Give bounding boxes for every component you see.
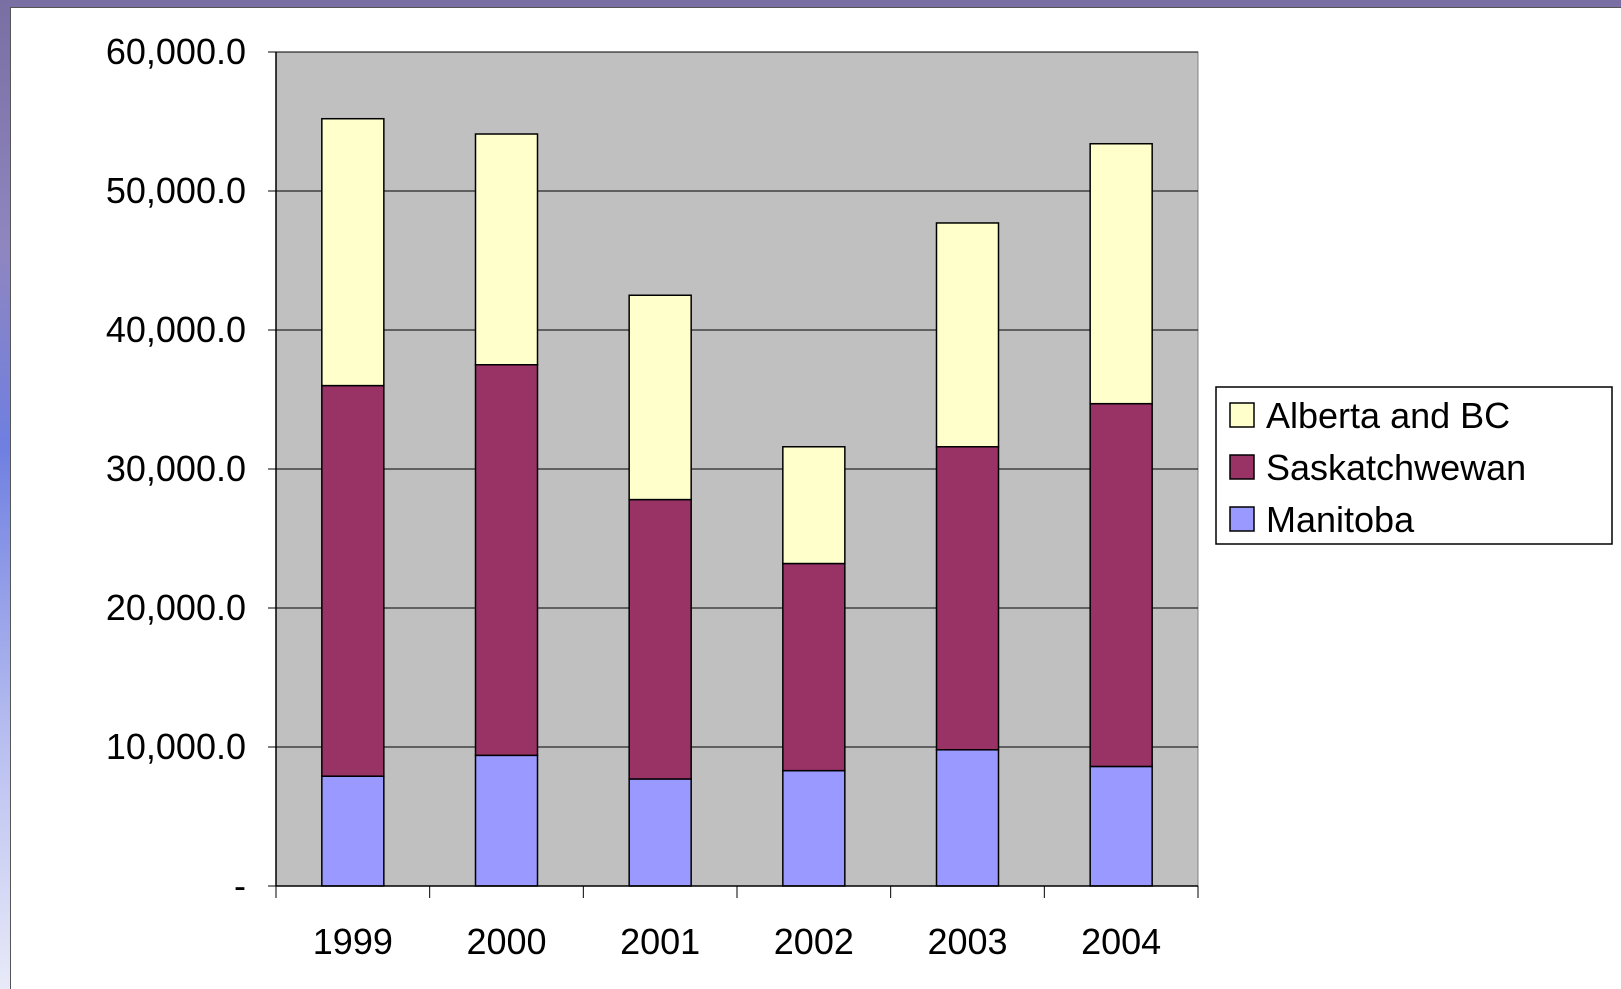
bar-segment-manitoba-2000 — [474, 754, 539, 887]
bar-segment-saskatchwewan-2001 — [628, 498, 692, 780]
bar-segment-saskatchwewan-2004 — [1089, 402, 1153, 768]
bar-segment-alberta-and-bc-1999 — [321, 117, 385, 387]
bar-segment-alberta-and-bc-2004 — [1089, 142, 1153, 405]
y-tick-label: 60,000.0 — [106, 31, 246, 72]
x-tick-label: 2000 — [466, 921, 546, 962]
bar-segment-alberta-and-bc-2001 — [628, 294, 692, 501]
bar-segment-manitoba-2003 — [935, 749, 1000, 887]
bar-segment-saskatchwewan-1999 — [321, 384, 385, 777]
bar-segment-saskatchwewan-2003 — [935, 446, 1000, 751]
legend-label: Alberta and BC — [1266, 395, 1510, 436]
bar-segment-alberta-and-bc-2002 — [782, 446, 846, 565]
x-tick-label: 2004 — [1081, 921, 1161, 962]
legend-swatch — [1229, 506, 1255, 532]
bar-segment-saskatchwewan-2002 — [782, 562, 846, 772]
legend-box — [1215, 386, 1613, 545]
x-tick-label: 2003 — [927, 921, 1007, 962]
legend: Alberta and BC Saskatchwewan Manitoba — [1215, 386, 1613, 545]
y-tick-label: 30,000.0 — [106, 448, 246, 489]
x-tick-label: 1999 — [313, 921, 393, 962]
bar-segment-manitoba-2004 — [1089, 765, 1153, 887]
legend-label: Saskatchwewan — [1266, 447, 1526, 488]
bars — [321, 117, 1153, 887]
legend-swatch — [1229, 454, 1255, 480]
bar-segment-saskatchwewan-2000 — [474, 364, 539, 757]
legend-label: Manitoba — [1266, 499, 1415, 540]
y-tick-label: 50,000.0 — [106, 170, 246, 211]
gridlines — [276, 51, 1198, 748]
x-tick-label: 2001 — [620, 921, 700, 962]
legend-swatch — [1229, 402, 1255, 428]
y-tick-labels: - 10,000.0 20,000.0 30,000.0 40,000.0 50,000.… — [106, 31, 246, 906]
axes — [268, 51, 1199, 898]
y-tick-label: - — [234, 865, 246, 906]
bar-segment-manitoba-2002 — [782, 769, 846, 887]
bar-segment-manitoba-1999 — [321, 775, 385, 887]
bar-segment-alberta-and-bc-2000 — [474, 133, 539, 366]
x-tick-label: 2002 — [774, 921, 854, 962]
y-tick-label: 40,000.0 — [106, 309, 246, 350]
x-tick-labels: 1999 2000 2001 2002 2003 2004 — [313, 921, 1161, 962]
bar-segment-manitoba-2001 — [628, 778, 692, 887]
y-tick-label: 10,000.0 — [106, 726, 246, 767]
y-tick-label: 20,000.0 — [106, 587, 246, 628]
bar-segment-alberta-and-bc-2003 — [935, 222, 1000, 448]
